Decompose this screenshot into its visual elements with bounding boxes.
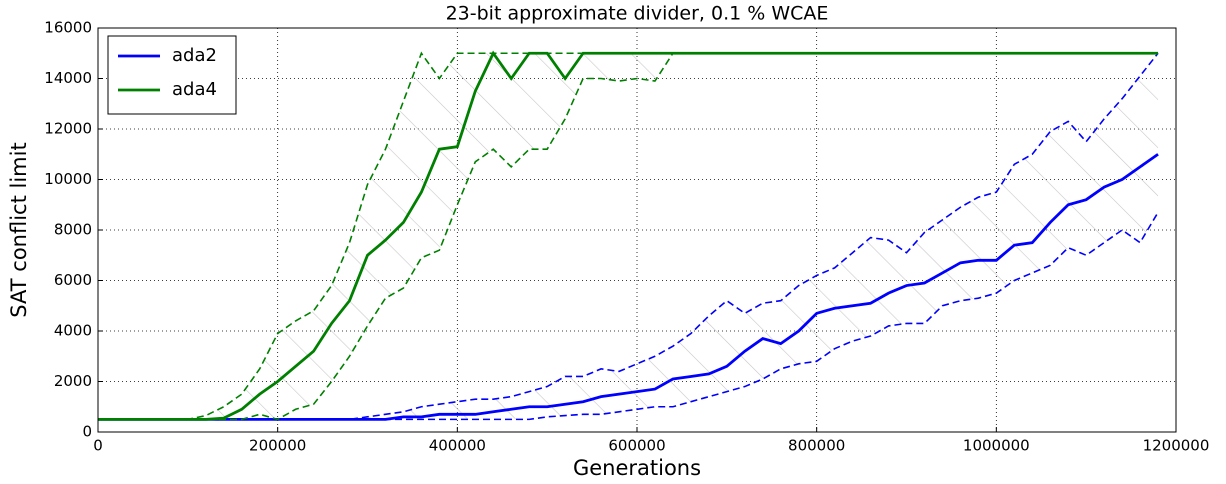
- y-tick-label: 16000: [44, 19, 92, 37]
- y-tick-label: 2000: [54, 372, 92, 390]
- y-tick-label: 12000: [44, 120, 92, 138]
- x-axis-label: Generations: [573, 456, 701, 480]
- y-tick-label: 8000: [54, 221, 92, 239]
- series-line: [98, 50, 1159, 421]
- plot-frame: [97, 27, 1177, 433]
- legend-label: ada4: [172, 79, 217, 100]
- x-tick-label: 200000: [249, 437, 306, 455]
- y-tick-label: 0: [82, 423, 92, 441]
- chart-title: 23-bit approximate divider, 0.1 % WCAE: [446, 3, 829, 25]
- band-hatch: [98, 53, 1159, 420]
- y-tick-label: 10000: [44, 170, 92, 188]
- band-hatch: [98, 53, 1159, 420]
- x-tick-label: 1000000: [963, 437, 1030, 455]
- x-tick-label: 600000: [608, 437, 665, 455]
- legend-box: [107, 35, 237, 115]
- x-tick-label: 400000: [429, 437, 486, 455]
- y-tick-label: 4000: [54, 322, 92, 340]
- y-tick-label: 6000: [54, 271, 92, 289]
- x-tick-label: 1200000: [1143, 437, 1210, 455]
- x-tick-label: 0: [93, 437, 103, 455]
- y-tick-label: 14000: [44, 69, 92, 87]
- x-tick-label: 800000: [788, 437, 845, 455]
- y-axis-label: SAT conflict limit: [7, 142, 31, 317]
- legend-label: ada2: [172, 45, 217, 66]
- plot-area: 0 2000 4000 6000 8000 10000 12000 14000 16000 0 20…: [44, 19, 1209, 455]
- series-line: [98, 153, 1159, 421]
